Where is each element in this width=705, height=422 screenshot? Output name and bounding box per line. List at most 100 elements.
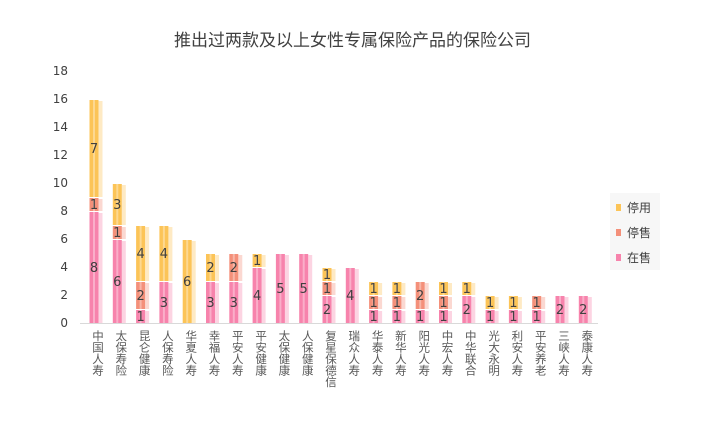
bar-segment-停售: [136, 282, 146, 309]
data-label: 2: [579, 303, 587, 318]
bar-segment-在售: [206, 282, 215, 323]
bar-shadow: [354, 269, 359, 323]
bar-highlight: [93, 100, 95, 197]
data-label: 4: [136, 247, 144, 262]
x-tick-label: 泰康人寿: [580, 329, 594, 376]
data-label: 4: [253, 289, 261, 304]
bar-highlight: [442, 296, 445, 309]
data-label: 1: [509, 296, 517, 311]
bar-shadow: [517, 297, 522, 309]
bar-segment-停用: [206, 254, 215, 281]
bar-shadow: [424, 311, 429, 323]
bar-highlight: [209, 282, 212, 323]
bar-shadow: [261, 269, 266, 323]
x-tick-label: 华夏人寿: [184, 329, 198, 376]
bar-segment-在售: [392, 310, 402, 323]
data-label: 1: [533, 310, 541, 325]
bar-highlight: [349, 268, 352, 323]
legend-swatch: [616, 254, 621, 261]
bar-segment-停用: [159, 226, 169, 281]
bar-highlight: [372, 310, 375, 323]
bar-shadow: [517, 311, 522, 323]
bar-shadow: [378, 283, 383, 295]
bar-highlight: [395, 310, 398, 323]
bar-shadow: [401, 283, 406, 295]
bar-shadow: [121, 241, 126, 323]
bar-highlight: [256, 254, 259, 267]
data-label: 2: [136, 289, 144, 304]
bar-shadow: [168, 283, 173, 323]
x-tick-label: 利安人寿: [510, 330, 524, 376]
bar-highlight: [139, 226, 142, 281]
bar-segment-停用: [136, 226, 146, 281]
data-label: 8: [90, 261, 98, 276]
bar-highlight: [326, 282, 328, 295]
data-label: 2: [556, 303, 564, 318]
data-label: 1: [136, 310, 144, 325]
legend-item[interactable]: 停售: [616, 224, 651, 241]
bar-segment-在售: [485, 310, 495, 323]
bar-shadow: [308, 255, 313, 323]
y-tick-label: 2: [60, 288, 68, 302]
bar-shadow: [541, 297, 546, 309]
bar-segment-在售: [89, 212, 99, 323]
bar-shadow: [331, 283, 336, 295]
bar-segment-在售: [229, 282, 239, 323]
y-tick-label: 4: [60, 260, 68, 274]
bar-shadow: [448, 297, 452, 309]
bar-segment-在售: [508, 310, 518, 323]
bar-highlight: [279, 254, 282, 323]
data-label: 2: [230, 261, 238, 276]
bar-segment-停售: [415, 282, 425, 309]
bar-shadow: [145, 311, 150, 323]
legend-item[interactable]: 停用: [616, 199, 651, 216]
data-label: 1: [393, 310, 401, 325]
x-tick-label: 阳光人寿: [417, 330, 431, 376]
y-tick-label: 6: [60, 232, 68, 246]
bar-segment-在售: [369, 310, 379, 323]
bar-segment-停售: [392, 296, 402, 309]
data-label: 1: [369, 282, 377, 297]
data-label: 1: [369, 310, 377, 325]
bar-shadow: [424, 283, 429, 309]
x-tick-label: 光大永明: [487, 329, 501, 377]
bar-highlight: [395, 296, 398, 309]
bar-segment-停用: [508, 296, 518, 309]
bar-shadow: [98, 199, 103, 211]
bar-shadow: [238, 283, 243, 323]
bar-shadow: [215, 283, 219, 323]
x-tick-label: 平安人寿: [231, 330, 245, 376]
bar-highlight: [535, 296, 538, 309]
bar-shadow: [331, 297, 336, 323]
bar-segment-停用: [439, 282, 448, 295]
bar-segment-停用: [462, 282, 472, 295]
data-label: 1: [253, 254, 261, 269]
bar-segment-在售: [462, 296, 472, 323]
bar-shadow: [145, 227, 150, 281]
x-tick-label: 复星保德信: [324, 330, 338, 388]
bar-highlight: [512, 296, 515, 309]
bar-highlight: [139, 282, 142, 309]
x-tick-label: 中宏人寿: [441, 330, 455, 376]
legend-label: 停售: [627, 226, 652, 240]
bar-shadow: [191, 241, 196, 323]
bar-highlight: [582, 296, 585, 323]
bar-highlight: [116, 226, 119, 239]
bar-highlight: [372, 296, 375, 309]
data-label: 1: [486, 296, 494, 311]
bar-highlight: [116, 184, 119, 225]
data-label: 3: [113, 198, 121, 213]
x-tick-label: 太保健康: [277, 330, 291, 376]
data-label: 1: [323, 282, 331, 297]
data-label: 1: [393, 282, 401, 297]
data-label: 2: [463, 303, 471, 318]
legend-item[interactable]: 在售: [616, 249, 651, 266]
bar-segment-在售: [555, 296, 565, 323]
bar-segment-停用: [392, 282, 402, 295]
bar-shadow: [494, 297, 499, 309]
bar-highlight: [465, 282, 468, 295]
bar-segment-停售: [112, 226, 122, 239]
bar-segment-在售: [159, 282, 169, 323]
x-tick-label: 平安健康: [254, 330, 268, 376]
bar-segment-在售: [322, 296, 332, 323]
